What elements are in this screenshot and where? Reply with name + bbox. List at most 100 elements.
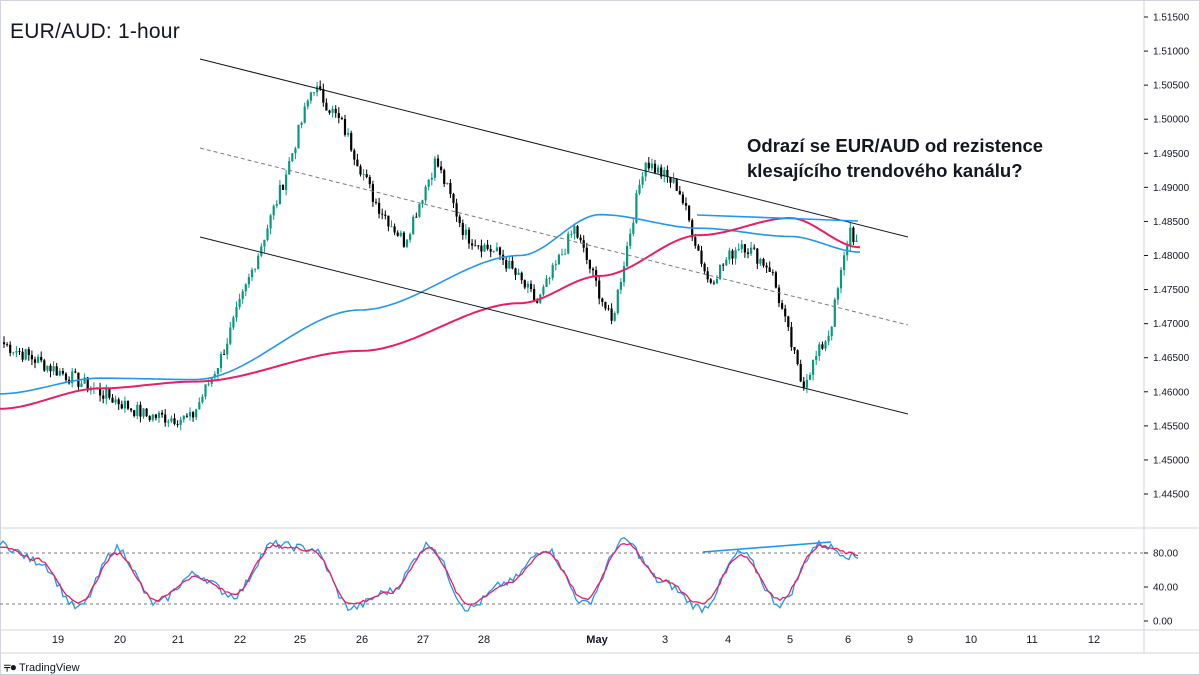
candle-body	[477, 245, 480, 247]
candle-body	[548, 278, 551, 279]
tradingview-logo-text: TradingView	[19, 661, 80, 674]
chart-title: EUR/AUD: 1-hour	[10, 20, 180, 43]
candle-body	[731, 250, 734, 259]
time-tick-label: 3	[662, 634, 668, 646]
candle-body	[288, 161, 291, 175]
candle-body	[384, 214, 387, 216]
candle-body	[133, 410, 136, 416]
candle-body	[272, 205, 275, 216]
candle-body	[161, 412, 164, 415]
candle-body	[796, 350, 799, 364]
time-tick-label: May	[586, 634, 608, 646]
candle-body	[715, 278, 719, 284]
candle-body	[343, 118, 347, 135]
time-tick-label: 10	[965, 634, 977, 646]
candle-body	[226, 343, 229, 355]
candle-body	[694, 237, 697, 246]
candle-body	[725, 259, 728, 266]
candle-body	[455, 203, 458, 217]
candle-body	[102, 395, 105, 399]
candle-body	[40, 356, 43, 361]
candle-body	[852, 227, 855, 242]
candle-body	[669, 177, 672, 183]
time-tick-label: 19	[52, 634, 64, 646]
resistance-line[interactable]	[696, 214, 859, 222]
price-tick-label: 1.48000	[1153, 251, 1190, 262]
candle-body	[120, 404, 123, 409]
moving-average-pink-line	[0, 216, 861, 410]
candle-body	[24, 349, 27, 360]
candle-body	[58, 371, 61, 376]
candle-body	[728, 250, 731, 260]
candle-body	[564, 253, 567, 255]
candle-body	[613, 312, 616, 321]
price-tick-label: 1.51000	[1153, 47, 1190, 58]
candle-body	[350, 133, 353, 151]
candle-body	[626, 245, 629, 267]
candle-body	[545, 278, 548, 287]
candle-body	[573, 226, 576, 234]
candle-body	[300, 122, 303, 125]
candle-body	[99, 388, 102, 396]
candle-body	[64, 373, 68, 380]
candle-body	[762, 258, 765, 266]
osc-tick-label: 80.00	[1153, 549, 1178, 560]
moving-average-blue-line	[0, 213, 861, 395]
candle-body	[486, 244, 489, 249]
candle-body	[49, 365, 52, 372]
candle-body	[467, 229, 471, 244]
candle-body	[139, 404, 142, 417]
divergence-line[interactable]	[702, 541, 832, 553]
candle-body	[294, 148, 297, 154]
time-tick-label: 12	[1088, 634, 1100, 646]
candle-body	[815, 356, 818, 361]
candle-body	[309, 92, 312, 101]
candle-body	[849, 227, 852, 246]
candle-body	[604, 301, 607, 309]
candle-body	[495, 247, 498, 252]
candle-body	[353, 150, 356, 160]
candle-body	[520, 272, 523, 281]
candle-body	[223, 354, 226, 355]
candle-body	[542, 286, 545, 295]
candle-body	[241, 291, 244, 300]
candle-body	[443, 170, 446, 185]
channel-midline[interactable]	[199, 147, 909, 326]
candle-body	[33, 359, 37, 363]
candle-body	[632, 222, 635, 234]
candle-body	[371, 184, 374, 202]
channel-lower-line[interactable]	[199, 236, 909, 415]
candle-body	[746, 252, 750, 254]
candle-body	[157, 412, 161, 418]
candle-body	[108, 388, 111, 398]
candle-body	[111, 397, 114, 403]
candle-body	[356, 159, 359, 167]
candle-body	[130, 408, 133, 411]
tradingview-logo[interactable]: ⫧● TradingView	[4, 660, 80, 675]
candle-body	[396, 232, 399, 236]
candle-body	[30, 355, 33, 360]
time-tick-label: 26	[356, 634, 368, 646]
candle-body	[285, 174, 288, 190]
candle-body	[185, 415, 188, 417]
price-tick-label: 1.45000	[1153, 455, 1190, 466]
candle-body	[505, 260, 508, 269]
candle-body	[374, 201, 378, 203]
candle-body	[619, 282, 622, 290]
price-tick-label: 1.46000	[1153, 387, 1190, 398]
candle-body	[188, 412, 192, 417]
candle-body	[737, 248, 740, 251]
candle-body	[362, 174, 365, 175]
candle-body	[71, 371, 74, 384]
candle-body	[415, 216, 418, 218]
candle-body	[6, 344, 9, 346]
candle-body	[80, 383, 83, 387]
candle-body	[802, 381, 805, 388]
candle-body	[254, 268, 257, 270]
candle-body	[753, 247, 756, 249]
time-tick-label: 9	[907, 634, 913, 646]
candle-body	[684, 203, 688, 206]
time-tick-label: 21	[172, 634, 184, 646]
channel-upper-line[interactable]	[199, 58, 909, 238]
